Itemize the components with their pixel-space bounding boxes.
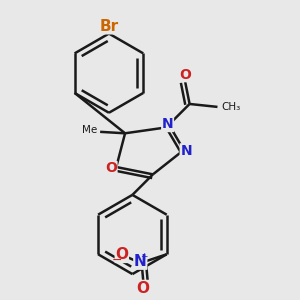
Text: N: N xyxy=(134,254,147,269)
Text: N: N xyxy=(180,144,192,158)
Text: N: N xyxy=(162,118,173,131)
Text: CH₃: CH₃ xyxy=(221,102,240,112)
Text: Br: Br xyxy=(99,19,119,34)
Text: −: − xyxy=(111,254,122,267)
Text: +: + xyxy=(140,252,148,261)
Text: O: O xyxy=(179,68,191,82)
Text: O: O xyxy=(137,280,150,296)
Text: O: O xyxy=(105,161,117,176)
Text: O: O xyxy=(115,248,128,262)
Text: Me: Me xyxy=(82,125,97,135)
